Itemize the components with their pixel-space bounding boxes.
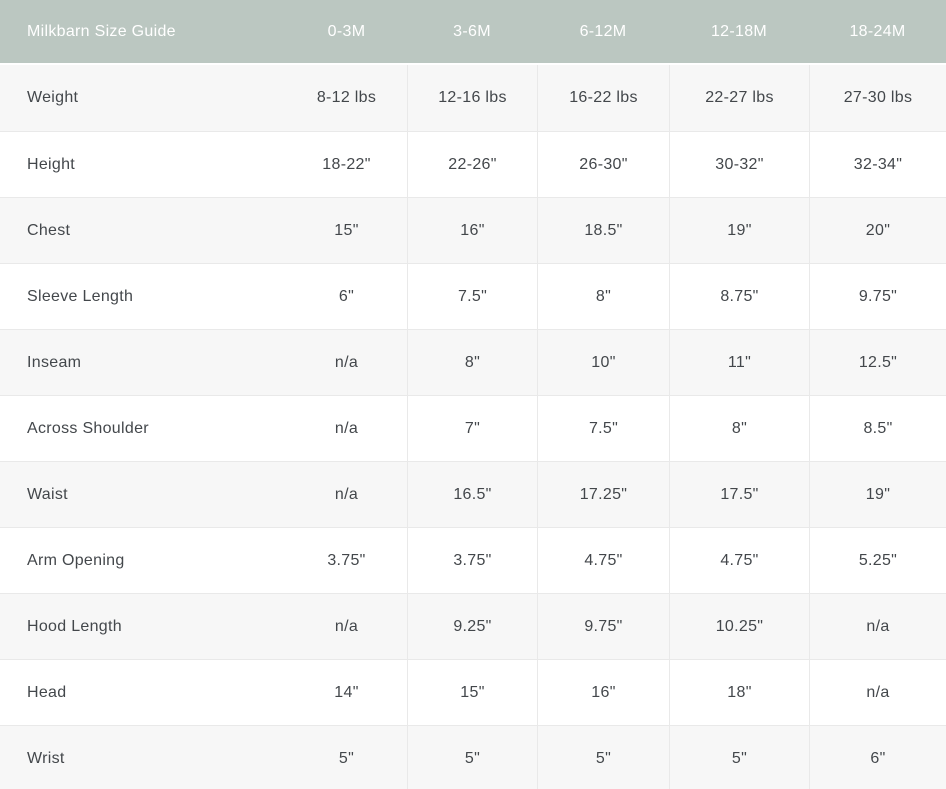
- cell-value: 3.75": [407, 527, 537, 593]
- cell-value: 8": [669, 395, 809, 461]
- cell-value: 20": [809, 197, 946, 263]
- table-row-hood-length: Hood Length n/a 9.25" 9.75" 10.25" n/a: [0, 593, 946, 659]
- cell-value: 8-12 lbs: [316, 89, 377, 106]
- cell-value: n/a: [809, 593, 946, 659]
- cell-value: 26-30": [537, 131, 669, 197]
- column-header-3-6m: 3-6M: [407, 0, 537, 65]
- cell-value: 19": [669, 197, 809, 263]
- cell-value: 16": [537, 659, 669, 725]
- row-label: Head: [0, 659, 286, 725]
- cell-value: 9.75": [537, 593, 669, 659]
- cell-value: 27-30 lbs: [809, 65, 946, 131]
- cell-value: 7.5": [537, 395, 669, 461]
- row-label: Height: [0, 131, 286, 197]
- cell-value: 11": [669, 329, 809, 395]
- row-label: Wrist: [0, 725, 286, 789]
- cell-value: 10.25": [669, 593, 809, 659]
- table-row-arm-opening: Arm Opening 3.75" 3.75" 4.75" 4.75" 5.25…: [0, 527, 946, 593]
- cell-value: 18": [669, 659, 809, 725]
- table-row-across-shoulder: Across Shoulder n/a 7" 7.5" 8" 8.5": [0, 395, 946, 461]
- cell-value: 15": [286, 197, 407, 263]
- cell-value: 17.25": [537, 461, 669, 527]
- row-label: Hood Length: [0, 593, 286, 659]
- column-header-6-12m: 6-12M: [537, 0, 669, 65]
- row-label: Sleeve Length: [0, 263, 286, 329]
- column-header-0-3m: 0-3M: [286, 0, 407, 65]
- row-label: Inseam: [0, 329, 286, 395]
- column-header-18-24m: 18-24M: [809, 0, 946, 65]
- cell-value: n/a: [286, 395, 407, 461]
- cell-value: 8": [537, 263, 669, 329]
- cell-value: 8.75": [669, 263, 809, 329]
- cell-value: 5": [537, 725, 669, 789]
- cell-value: 17.5": [669, 461, 809, 527]
- cell-value: 19": [809, 461, 946, 527]
- row-label: Arm Opening: [0, 527, 286, 593]
- cell-value: 15": [407, 659, 537, 725]
- cell-value: 12-16 lbs: [407, 65, 537, 131]
- table-row-weight: Weight 8-12 lbs 12-16 lbs 16-22 lbs 22-2…: [0, 65, 946, 131]
- cell-value: 18.5": [537, 197, 669, 263]
- cell-value: 5": [286, 725, 407, 789]
- cell-value: 22-27 lbs: [669, 65, 809, 131]
- cell-value: 3.75": [286, 527, 407, 593]
- table-row-inseam: Inseam n/a 8" 10" 11" 12.5": [0, 329, 946, 395]
- cell-value: 8": [407, 329, 537, 395]
- cell-value: 12.5": [809, 329, 946, 395]
- cell-value: 5.25": [809, 527, 946, 593]
- cell-value: 18-22": [286, 131, 407, 197]
- cell-value: 8.5": [809, 395, 946, 461]
- row-label: Weight: [27, 89, 79, 106]
- table-row-head: Head 14" 15" 16" 18" n/a: [0, 659, 946, 725]
- cell-value: 7": [407, 395, 537, 461]
- cell-value: 10": [537, 329, 669, 395]
- cell-value: 16": [407, 197, 537, 263]
- cell-value: 30-32": [669, 131, 809, 197]
- cell-value: 16-22 lbs: [537, 65, 669, 131]
- cell-value: 4.75": [537, 527, 669, 593]
- header-row: Milkbarn Size Guide 0-3M 3-6M 6-12M 12-1…: [0, 0, 946, 65]
- table-row-waist: Waist n/a 16.5" 17.25" 17.5" 19": [0, 461, 946, 527]
- cell-value: 5": [407, 725, 537, 789]
- table-title: Milkbarn Size Guide: [0, 0, 286, 65]
- cell-value: 16.5": [407, 461, 537, 527]
- cell-value: 9.75": [809, 263, 946, 329]
- row-label: Chest: [0, 197, 286, 263]
- cell-value: n/a: [809, 659, 946, 725]
- table-row-sleeve-length: Sleeve Length 6" 7.5" 8" 8.75" 9.75": [0, 263, 946, 329]
- cell-value: 9.25": [407, 593, 537, 659]
- cell-value: 6": [809, 725, 946, 789]
- cell-value: 4.75": [669, 527, 809, 593]
- row-label: Across Shoulder: [0, 395, 286, 461]
- cell-value: 6": [286, 263, 407, 329]
- cell-value: n/a: [286, 593, 407, 659]
- table-row-chest: Chest 15" 16" 18.5" 19" 20": [0, 197, 946, 263]
- cell-value: 22-26": [407, 131, 537, 197]
- cell-value: 7.5": [407, 263, 537, 329]
- cell-value: 5": [669, 725, 809, 789]
- cell-value: 32-34": [809, 131, 946, 197]
- table-row-height: Height 18-22" 22-26" 26-30" 30-32" 32-34…: [0, 131, 946, 197]
- cell-value: n/a: [286, 461, 407, 527]
- table-row-wrist: Wrist 5" 5" 5" 5" 6": [0, 725, 946, 789]
- cell-value: 14": [286, 659, 407, 725]
- row-label: Waist: [0, 461, 286, 527]
- cell-value: n/a: [286, 329, 407, 395]
- column-header-12-18m: 12-18M: [669, 0, 809, 65]
